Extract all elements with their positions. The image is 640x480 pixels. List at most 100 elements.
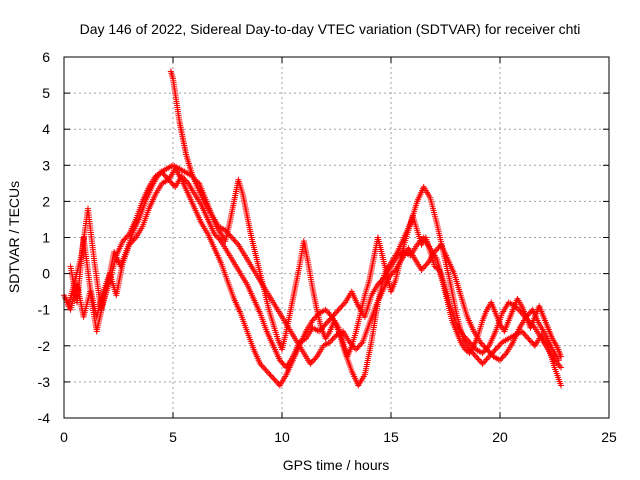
data-point: [278, 358, 285, 365]
data-point: [378, 277, 385, 284]
data-point: [261, 365, 268, 372]
data-point: [307, 360, 314, 367]
data-point: [527, 309, 534, 316]
data-point: [500, 352, 507, 359]
data-point: [267, 372, 274, 379]
data-point: [340, 300, 347, 307]
y-tick-label: 0: [42, 266, 50, 282]
data-point: [478, 340, 485, 347]
data-point: [224, 230, 231, 237]
data-point: [523, 313, 530, 320]
data-point: [322, 321, 329, 328]
data-point: [339, 302, 346, 309]
data-point: [331, 311, 338, 318]
data-point: [434, 246, 441, 253]
data-point: [183, 178, 190, 185]
data-point: [323, 319, 330, 326]
data-point: [487, 350, 494, 357]
data-point: [181, 176, 188, 183]
data-point: [419, 265, 426, 272]
data-point: [525, 311, 532, 318]
data-point: [388, 271, 395, 278]
x-tick-label: 10: [274, 429, 290, 445]
data-point: [477, 339, 484, 346]
y-tick-label: -2: [38, 338, 51, 354]
data-point: [258, 362, 265, 369]
data-point: [524, 312, 531, 319]
data-point: [471, 352, 478, 359]
data-point: [520, 329, 527, 336]
data-point: [312, 355, 319, 362]
data-point: [280, 361, 287, 368]
data-point: [499, 354, 506, 361]
data-point: [470, 350, 477, 357]
data-point: [169, 181, 176, 188]
data-point: [328, 337, 335, 344]
data-point: [502, 351, 509, 358]
data-point: [347, 340, 354, 347]
plot-frame: [63, 56, 610, 419]
data-point: [265, 369, 272, 376]
data-point: [326, 339, 333, 346]
data-point: [330, 312, 337, 319]
data-point: [330, 334, 337, 341]
y-tick-label: -3: [38, 374, 51, 390]
data-point: [270, 375, 277, 382]
data-point: [466, 339, 473, 346]
data-point: [555, 357, 562, 364]
data-point: [325, 318, 332, 325]
data-point: [475, 356, 482, 363]
data-point: [522, 332, 529, 339]
data-point: [326, 316, 333, 323]
data-point: [168, 179, 175, 186]
data-point: [166, 178, 173, 185]
data-points: [61, 68, 565, 389]
data-point: [422, 262, 429, 269]
data-point: [374, 281, 381, 288]
series-track-b: [67, 173, 565, 371]
data-point: [180, 174, 187, 181]
data-point: [482, 344, 489, 351]
y-tick-label: 5: [42, 85, 50, 101]
data-point: [232, 238, 239, 245]
data-point: [484, 355, 491, 362]
data-point: [486, 349, 493, 356]
data-point: [357, 342, 364, 349]
data-point: [227, 233, 234, 240]
data-point: [336, 305, 343, 312]
data-point: [556, 363, 563, 370]
data-point: [228, 234, 235, 241]
data-point: [479, 350, 486, 357]
data-point: [262, 366, 269, 373]
data-point: [125, 232, 132, 239]
data-point: [354, 344, 361, 351]
data-point: [493, 344, 500, 351]
data-point: [525, 335, 532, 342]
data-point: [309, 317, 316, 324]
data-point: [521, 331, 528, 338]
data-point: [334, 308, 341, 315]
data-point: [465, 337, 472, 344]
data-point: [462, 334, 469, 341]
data-point: [479, 342, 486, 349]
data-point: [431, 248, 438, 255]
data-point: [215, 235, 222, 242]
data-point: [121, 236, 128, 243]
y-tick-label: 3: [42, 157, 50, 173]
data-point: [161, 172, 168, 179]
data-point: [165, 176, 172, 183]
data-point: [310, 316, 317, 323]
data-point: [485, 347, 492, 354]
data-point: [226, 231, 233, 238]
x-tick-label: 20: [492, 429, 508, 445]
x-tick-label: 15: [383, 429, 399, 445]
data-point: [473, 353, 480, 360]
data-point: [463, 336, 470, 343]
data-point: [326, 311, 333, 318]
data-point: [350, 343, 357, 350]
data-point: [434, 265, 441, 272]
data-point: [387, 272, 394, 279]
data-point: [526, 337, 533, 344]
data-point: [476, 357, 483, 364]
